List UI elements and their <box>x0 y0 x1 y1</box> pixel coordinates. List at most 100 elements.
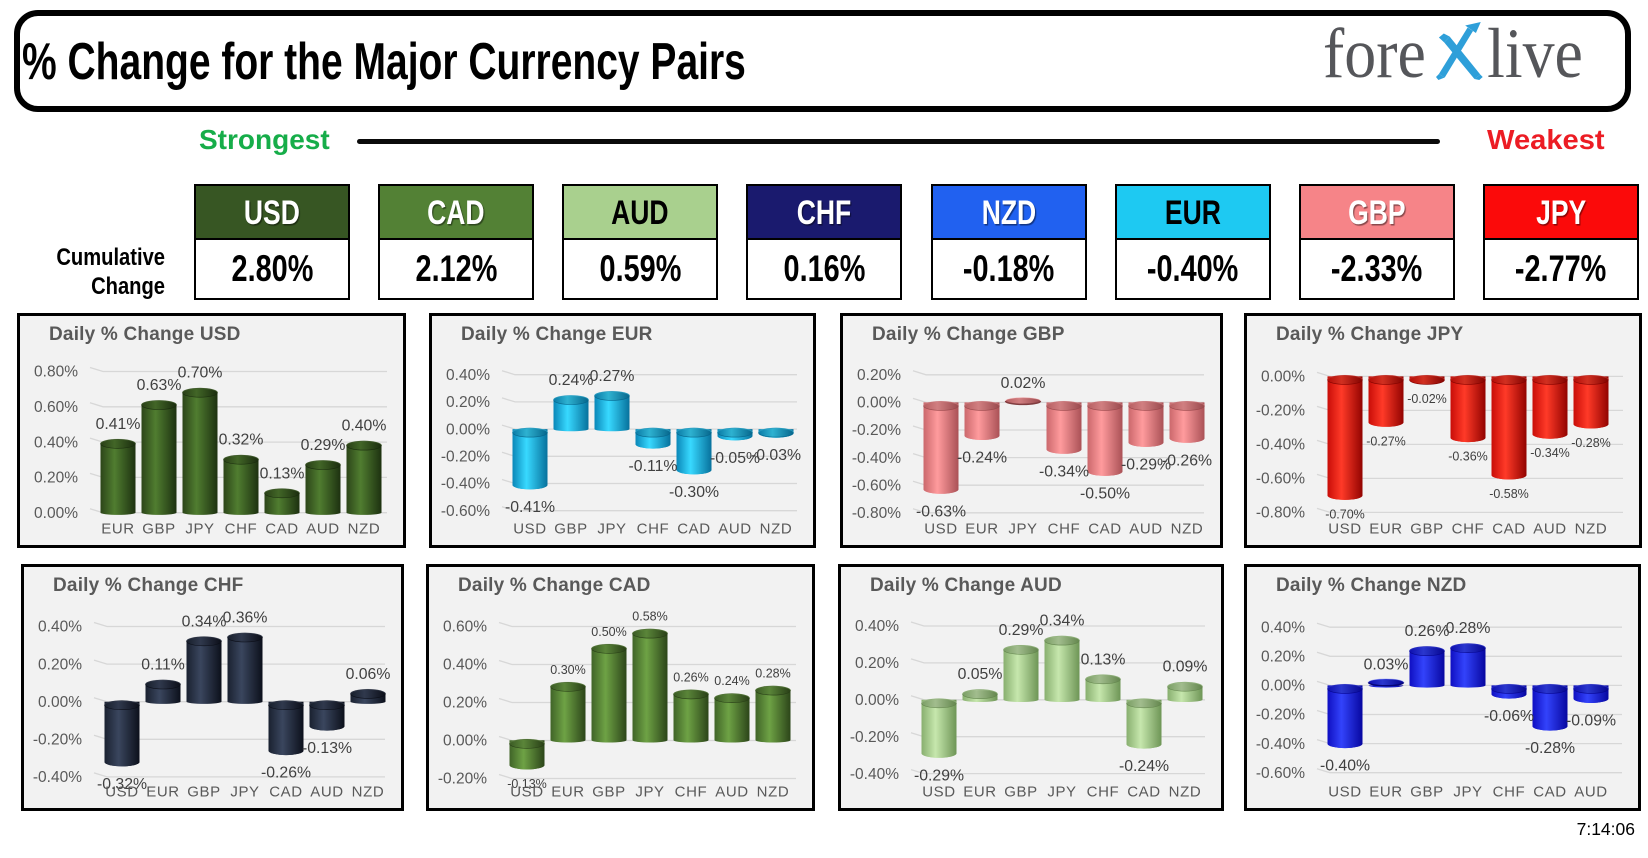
svg-text:-0.13%: -0.13% <box>302 740 352 757</box>
svg-text:-0.63%: -0.63% <box>916 503 966 520</box>
svg-text:0.34%: 0.34% <box>182 613 227 630</box>
svg-text:0.00%: 0.00% <box>34 505 78 522</box>
svg-text:CHF: CHF <box>1048 521 1081 538</box>
svg-text:-0.26%: -0.26% <box>1162 452 1212 469</box>
svg-text:JPY: JPY <box>230 784 259 801</box>
svg-text:-0.20%: -0.20% <box>1256 707 1305 724</box>
svg-text:USD: USD <box>924 521 957 538</box>
svg-text:USD: USD <box>513 521 546 538</box>
svg-text:0.28%: 0.28% <box>755 667 790 681</box>
svg-text:-0.60%: -0.60% <box>1256 765 1305 782</box>
svg-text:0.29%: 0.29% <box>301 437 346 454</box>
svg-text:AUD: AUD <box>1129 521 1162 538</box>
svg-text:USD: USD <box>105 784 138 801</box>
svg-text:-0.40%: -0.40% <box>441 476 490 493</box>
svg-text:CHF: CHF <box>675 784 708 801</box>
svg-text:0.40%: 0.40% <box>38 619 82 636</box>
svg-text:0.27%: 0.27% <box>590 368 635 385</box>
svg-text:0.50%: 0.50% <box>591 625 626 639</box>
svg-text:GBP: GBP <box>187 784 220 801</box>
svg-text:-0.11%: -0.11% <box>629 458 678 475</box>
svg-text:0.40%: 0.40% <box>855 618 899 635</box>
svg-text:CAD: CAD <box>1492 521 1525 538</box>
svg-text:-0.20%: -0.20% <box>1256 403 1305 420</box>
svg-text:CAD: CAD <box>265 521 298 538</box>
svg-text:AUD: AUD <box>1574 784 1607 801</box>
svg-text:0.32%: 0.32% <box>219 432 264 449</box>
svg-text:-0.20%: -0.20% <box>850 729 899 746</box>
svg-text:0.24%: 0.24% <box>714 674 749 688</box>
svg-text:-0.09%: -0.09% <box>1566 713 1616 730</box>
svg-text:AUD: AUD <box>310 784 343 801</box>
svg-text:CHF: CHF <box>1087 784 1120 801</box>
svg-text:-0.20%: -0.20% <box>438 771 487 788</box>
svg-text:NZD: NZD <box>1169 784 1202 801</box>
svg-text:0.09%: 0.09% <box>1163 659 1208 676</box>
svg-text:CHF: CHF <box>637 521 670 538</box>
svg-text:EUR: EUR <box>146 784 179 801</box>
svg-text:0.20%: 0.20% <box>855 655 899 672</box>
svg-text:0.70%: 0.70% <box>178 365 223 382</box>
svg-text:-0.02%: -0.02% <box>1407 392 1447 406</box>
svg-text:JPY: JPY <box>1047 784 1076 801</box>
svg-text:-0.40%: -0.40% <box>33 769 82 786</box>
svg-text:NZD: NZD <box>757 784 790 801</box>
svg-text:-0.29%: -0.29% <box>914 767 964 784</box>
svg-text:0.20%: 0.20% <box>857 367 901 384</box>
svg-text:0.41%: 0.41% <box>96 416 141 433</box>
svg-text:0.34%: 0.34% <box>1040 613 1085 630</box>
svg-text:USD: USD <box>1328 521 1361 538</box>
svg-text:-0.80%: -0.80% <box>852 505 901 522</box>
svg-text:0.13%: 0.13% <box>260 465 305 482</box>
svg-text:CAD: CAD <box>269 784 302 801</box>
svg-text:-0.60%: -0.60% <box>852 477 901 494</box>
svg-text:GBP: GBP <box>1410 784 1443 801</box>
svg-text:GBP: GBP <box>1410 521 1443 538</box>
svg-text:JPY: JPY <box>1008 521 1037 538</box>
svg-text:-0.24%: -0.24% <box>957 450 1007 467</box>
svg-text:0.60%: 0.60% <box>34 399 78 416</box>
svg-text:0.29%: 0.29% <box>999 622 1044 639</box>
svg-text:-0.40%: -0.40% <box>852 450 901 467</box>
svg-text:0.05%: 0.05% <box>958 666 1003 683</box>
svg-text:NZD: NZD <box>348 521 381 538</box>
svg-text:0.00%: 0.00% <box>443 733 487 750</box>
svg-text:-0.36%: -0.36% <box>1448 450 1488 464</box>
svg-text:-0.24%: -0.24% <box>1119 758 1169 775</box>
svg-text:0.20%: 0.20% <box>446 394 490 411</box>
svg-text:0.00%: 0.00% <box>855 692 899 709</box>
svg-text:0.26%: 0.26% <box>1405 623 1450 640</box>
svg-text:-0.70%: -0.70% <box>1325 507 1365 521</box>
svg-text:CAD: CAD <box>677 521 710 538</box>
svg-text:-0.20%: -0.20% <box>33 732 82 749</box>
svg-text:-0.03%: -0.03% <box>751 447 801 464</box>
svg-text:-0.32%: -0.32% <box>97 776 147 793</box>
svg-text:0.00%: 0.00% <box>1261 678 1305 695</box>
svg-text:GBP: GBP <box>1004 784 1037 801</box>
svg-text:0.80%: 0.80% <box>34 364 78 381</box>
svg-text:0.20%: 0.20% <box>443 695 487 712</box>
svg-text:-0.30%: -0.30% <box>669 484 719 501</box>
svg-text:0.63%: 0.63% <box>137 377 182 394</box>
svg-text:EUR: EUR <box>101 521 134 538</box>
svg-text:-0.40%: -0.40% <box>1256 736 1305 753</box>
svg-text:NZD: NZD <box>760 521 793 538</box>
svg-text:AUD: AUD <box>718 521 751 538</box>
svg-text:0.28%: 0.28% <box>1446 620 1491 637</box>
svg-text:USD: USD <box>510 784 543 801</box>
svg-text:AUD: AUD <box>306 521 339 538</box>
svg-text:0.13%: 0.13% <box>1081 651 1126 668</box>
svg-text:-0.20%: -0.20% <box>852 422 901 439</box>
svg-text:-0.26%: -0.26% <box>261 765 311 782</box>
svg-text:-0.60%: -0.60% <box>441 503 490 520</box>
svg-text:GBP: GBP <box>142 521 175 538</box>
svg-text:0.26%: 0.26% <box>673 670 708 684</box>
svg-text:0.20%: 0.20% <box>34 470 78 487</box>
svg-text:0.24%: 0.24% <box>549 372 594 389</box>
svg-text:0.40%: 0.40% <box>34 434 78 451</box>
svg-text:-0.80%: -0.80% <box>1256 505 1305 522</box>
svg-text:0.40%: 0.40% <box>342 418 387 435</box>
svg-text:0.00%: 0.00% <box>446 421 490 438</box>
svg-text:EUR: EUR <box>963 784 996 801</box>
svg-text:-0.58%: -0.58% <box>1489 487 1529 501</box>
